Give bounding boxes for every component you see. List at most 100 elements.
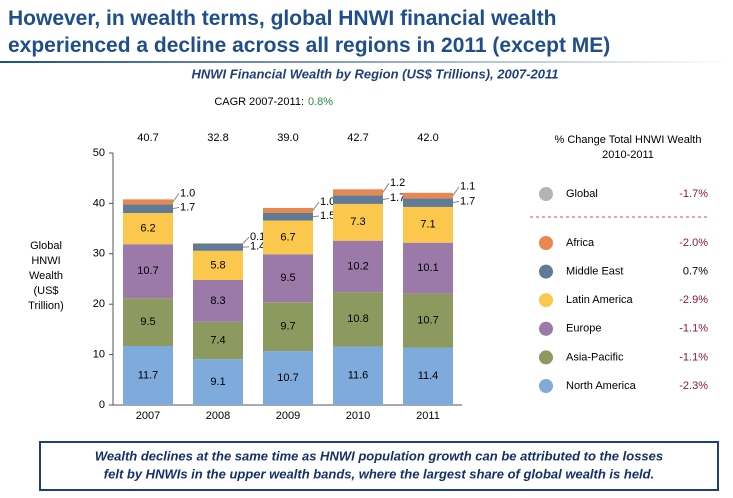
- note: felt by HNWIs in the upper wealth bands,…: [104, 466, 654, 481]
- legend-change: -2.0%: [679, 237, 708, 249]
- leader: [172, 206, 180, 210]
- total-label: 39.0: [277, 132, 298, 144]
- headline: However, in wealth terms, global HNWI fi…: [8, 7, 556, 30]
- bar-segment: [263, 220, 313, 255]
- y-axis-label: Trillion): [28, 300, 64, 312]
- bar-segment: [193, 243, 243, 244]
- legend-change: -2.3%: [679, 380, 708, 392]
- segment-label: 5.8: [210, 259, 225, 271]
- y-tick-label: 50: [93, 147, 105, 159]
- segment-label: 9.5: [280, 272, 295, 284]
- bar-segment: [123, 212, 173, 245]
- segment-label: 11.4: [418, 370, 439, 382]
- leader: [242, 246, 250, 248]
- bar-segment: [123, 199, 173, 205]
- legend-swatch: [539, 264, 553, 279]
- segment-label: 6.2: [140, 223, 155, 235]
- bar-segment: [263, 254, 313, 303]
- segment-label: 1.1: [460, 181, 475, 193]
- segment-label: 8.3: [210, 295, 225, 307]
- y-tick-label: 30: [93, 248, 105, 260]
- segment-label: 1.0: [320, 196, 335, 208]
- x-tick-label: 2009: [276, 410, 300, 422]
- legend-label: Latin America: [566, 294, 634, 306]
- leader: [312, 215, 320, 218]
- segment-label: 1.5: [320, 210, 335, 222]
- legend-title: 2010-2011: [602, 149, 654, 161]
- x-tick-label: 2010: [346, 410, 370, 422]
- bar-segment: [333, 292, 383, 347]
- leader: [242, 236, 250, 244]
- bar-segment: [123, 244, 173, 299]
- legend-swatch: [539, 321, 553, 336]
- legend-change: -1.1%: [679, 351, 708, 363]
- note: Wealth declines at the same time as HNWI…: [95, 448, 663, 463]
- bar-segment: [333, 203, 383, 241]
- leader: [452, 186, 460, 196]
- bar-segment: [263, 212, 313, 221]
- bar-segment: [193, 321, 243, 360]
- segment-label: 10.2: [347, 260, 368, 272]
- cagr-value: 0.8%: [308, 96, 333, 108]
- legend-label: North America: [566, 380, 637, 392]
- y-tick-label: 0: [99, 399, 105, 411]
- bar-segment: [193, 250, 243, 281]
- segment-label: 6.7: [280, 231, 295, 243]
- bar-segment: [263, 351, 313, 405]
- y-axis-label: Global: [30, 240, 62, 252]
- x-tick-label: 2011: [416, 410, 440, 422]
- leader: [452, 200, 460, 204]
- segment-label: 7.1: [420, 219, 435, 231]
- bar-segment: [333, 240, 383, 293]
- bar-segment: [193, 280, 243, 322]
- bar-segment: [403, 198, 453, 207]
- bar-segment: [333, 189, 383, 196]
- leader: [172, 193, 180, 203]
- total-label: 42.7: [347, 132, 368, 144]
- divider: [0, 61, 733, 63]
- legend-label: Global: [566, 188, 598, 200]
- y-axis-label: HNWI: [31, 255, 60, 267]
- bar-segment: [403, 293, 453, 348]
- segment-label: 1.2: [390, 177, 405, 189]
- total-label: 42.0: [417, 132, 438, 144]
- bar-segment: [403, 242, 453, 294]
- legend-label: Asia-Pacific: [566, 351, 624, 363]
- total-label: 32.8: [207, 132, 228, 144]
- legend-change: -2.9%: [679, 294, 708, 306]
- legend-change: -1.7%: [679, 188, 708, 200]
- legend-change: 0.7%: [683, 266, 708, 278]
- legend-swatch: [539, 379, 553, 393]
- segment-label: 1.4: [250, 241, 265, 253]
- segment-label: 7.4: [210, 334, 225, 346]
- x-tick-label: 2007: [136, 410, 160, 422]
- segment-label: 1.7: [390, 192, 405, 204]
- bar-segment: [403, 206, 453, 243]
- total-label: 40.7: [137, 132, 158, 144]
- legend-swatch: [539, 187, 553, 201]
- segment-label: 1.7: [460, 195, 475, 207]
- legend-swatch: [539, 350, 553, 365]
- y-tick-label: 10: [93, 349, 105, 361]
- bar-segment: [123, 298, 173, 347]
- legend-change: -1.1%: [679, 323, 708, 335]
- bar-segment: [123, 204, 173, 213]
- segment-label: 10.7: [277, 372, 298, 384]
- segment-label: 10.7: [417, 314, 438, 326]
- segment-label: 9.5: [140, 316, 155, 328]
- bar-segment: [403, 192, 453, 199]
- x-tick-label: 2008: [206, 410, 230, 422]
- bar-segment: [263, 302, 313, 352]
- note-box: [39, 441, 719, 491]
- leader: [382, 183, 390, 193]
- segment-label: 1.7: [180, 201, 195, 213]
- y-tick-label: 40: [93, 197, 105, 209]
- headline: experienced a decline across all regions…: [8, 34, 610, 57]
- bar-segment: [333, 346, 383, 405]
- y-axis-label: (US$: [33, 285, 58, 297]
- segment-label: 9.7: [280, 321, 295, 333]
- bar-segment: [263, 207, 313, 213]
- segment-label: 7.3: [350, 216, 365, 228]
- legend-swatch: [539, 236, 553, 250]
